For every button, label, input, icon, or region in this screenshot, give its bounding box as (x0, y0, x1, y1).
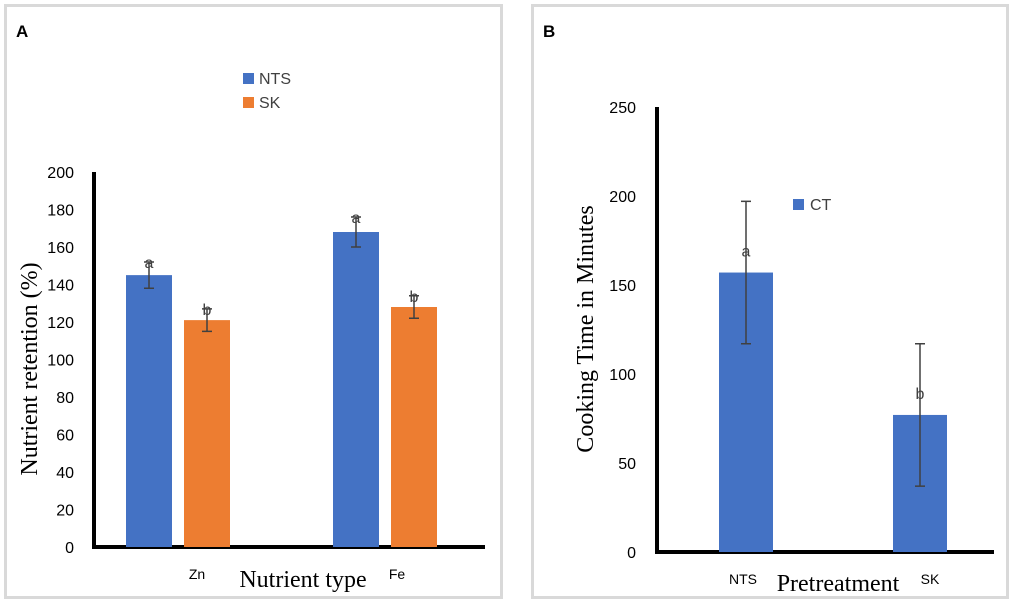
x-axis-title-a: Nutrient type (239, 567, 366, 593)
category-label-nts: NTS (729, 571, 757, 587)
legend-swatch-nts (243, 73, 254, 84)
y-tick-label-a: 160 (47, 240, 74, 257)
significance-letter: a (742, 244, 751, 261)
y-tick-label-a: 20 (56, 503, 74, 520)
y-tick-label-b: 200 (609, 189, 636, 206)
category-label-zn: Zn (189, 566, 205, 582)
significance-letter: b (410, 289, 419, 306)
y-tick-label-a: 0 (65, 540, 74, 557)
legend-swatch-sk (243, 97, 254, 108)
y-tick-label-a: 120 (47, 315, 74, 332)
legend-label-nts: NTS (259, 71, 291, 88)
legend-label-ct: CT (810, 197, 832, 214)
y-tick-label-a: 60 (56, 428, 74, 445)
y-tick-label-b: 150 (609, 278, 636, 295)
x-axis-title-b: Pretreatment (777, 571, 900, 596)
category-label-sk: SK (921, 571, 940, 587)
category-label-fe: Fe (389, 566, 406, 582)
chart-b-svg: B 0 50 100 150 200 250 a b NTS SK Pretreatment Cooki… (543, 22, 994, 596)
y-tick-label-a: 80 (56, 390, 74, 407)
y-tick-label-b: 0 (627, 545, 636, 562)
significance-letter: b (916, 386, 925, 403)
significance-letter: a (145, 255, 154, 272)
y-tick-label-b: 50 (618, 456, 636, 473)
y-axis-title-b: Cooking Time in Minutes (573, 205, 599, 452)
panel-b: B 0 50 100 150 200 250 a b NTS SK Pretreatment Cooki… (531, 4, 1009, 599)
y-tick-label-a: 140 (47, 278, 74, 295)
bar-nts-zn (126, 275, 172, 547)
legend-swatch-ct (793, 199, 804, 210)
bar-nts-fe (333, 232, 379, 547)
chart-a-svg: A 0 20 40 60 80 100 120 140 160 180 200 a a b b Zn Fe Nutr… (16, 22, 485, 593)
panel-a-label: A (16, 22, 28, 41)
y-tick-label-b: 250 (609, 100, 636, 117)
legend-label-sk: SK (259, 95, 281, 112)
y-tick-label-a: 40 (56, 465, 74, 482)
bar-sk-fe (391, 307, 437, 547)
y-tick-label-a: 100 (47, 353, 74, 370)
panel-a: A 0 20 40 60 80 100 120 140 160 180 200 a a b b Zn Fe Nutr… (4, 4, 503, 599)
y-tick-label-b: 100 (609, 367, 636, 384)
significance-letter: b (203, 302, 212, 319)
y-axis-title-a: Nutrient retention (%) (17, 262, 43, 475)
panel-b-label: B (543, 22, 555, 41)
significance-letter: a (352, 210, 361, 227)
bar-sk-zn (184, 320, 230, 547)
y-tick-label-a: 200 (47, 165, 74, 182)
y-tick-label-a: 180 (47, 203, 74, 220)
